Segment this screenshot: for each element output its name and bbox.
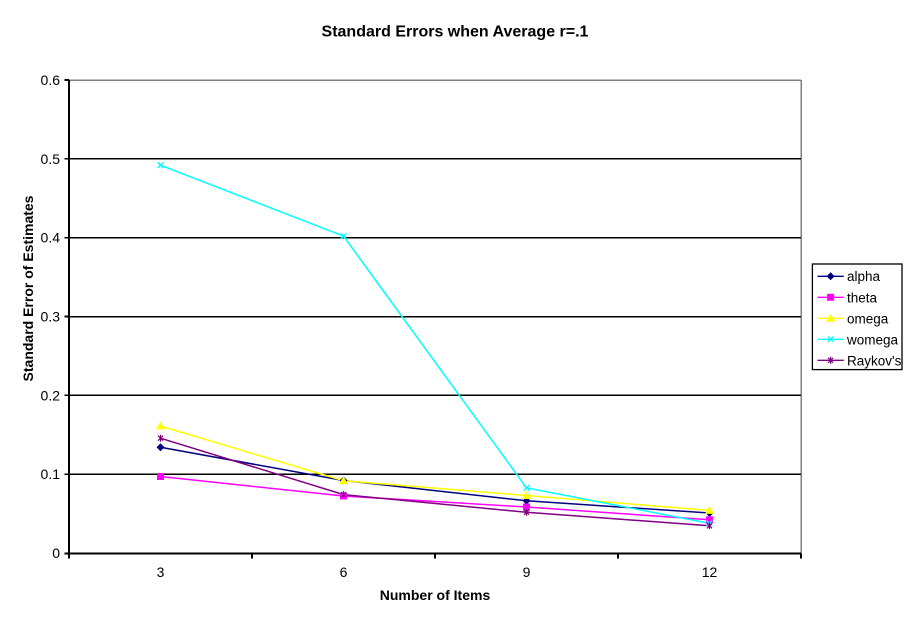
svg-text:0.5: 0.5 xyxy=(41,151,61,167)
svg-text:0.6: 0.6 xyxy=(41,72,61,88)
svg-text:Standard Errors when Average r: Standard Errors when Average r=.1 xyxy=(322,23,589,40)
svg-text:0.4: 0.4 xyxy=(41,230,61,246)
svg-text:womega: womega xyxy=(846,332,899,347)
svg-text:6: 6 xyxy=(340,564,348,580)
svg-text:Number of Items: Number of Items xyxy=(380,587,491,603)
svg-text:0.2: 0.2 xyxy=(41,387,61,403)
svg-text:alpha: alpha xyxy=(847,269,881,284)
svg-text:0.1: 0.1 xyxy=(41,466,61,482)
svg-text:theta: theta xyxy=(847,290,878,305)
svg-text:3: 3 xyxy=(157,564,165,580)
svg-text:9: 9 xyxy=(523,564,531,580)
svg-text:Standard Error of Estimates: Standard Error of Estimates xyxy=(20,195,36,381)
svg-text:omega: omega xyxy=(847,311,889,326)
svg-text:Raykov's: Raykov's xyxy=(847,353,902,368)
svg-text:0: 0 xyxy=(52,545,60,561)
svg-text:12: 12 xyxy=(702,564,718,580)
svg-text:0.3: 0.3 xyxy=(41,309,61,325)
